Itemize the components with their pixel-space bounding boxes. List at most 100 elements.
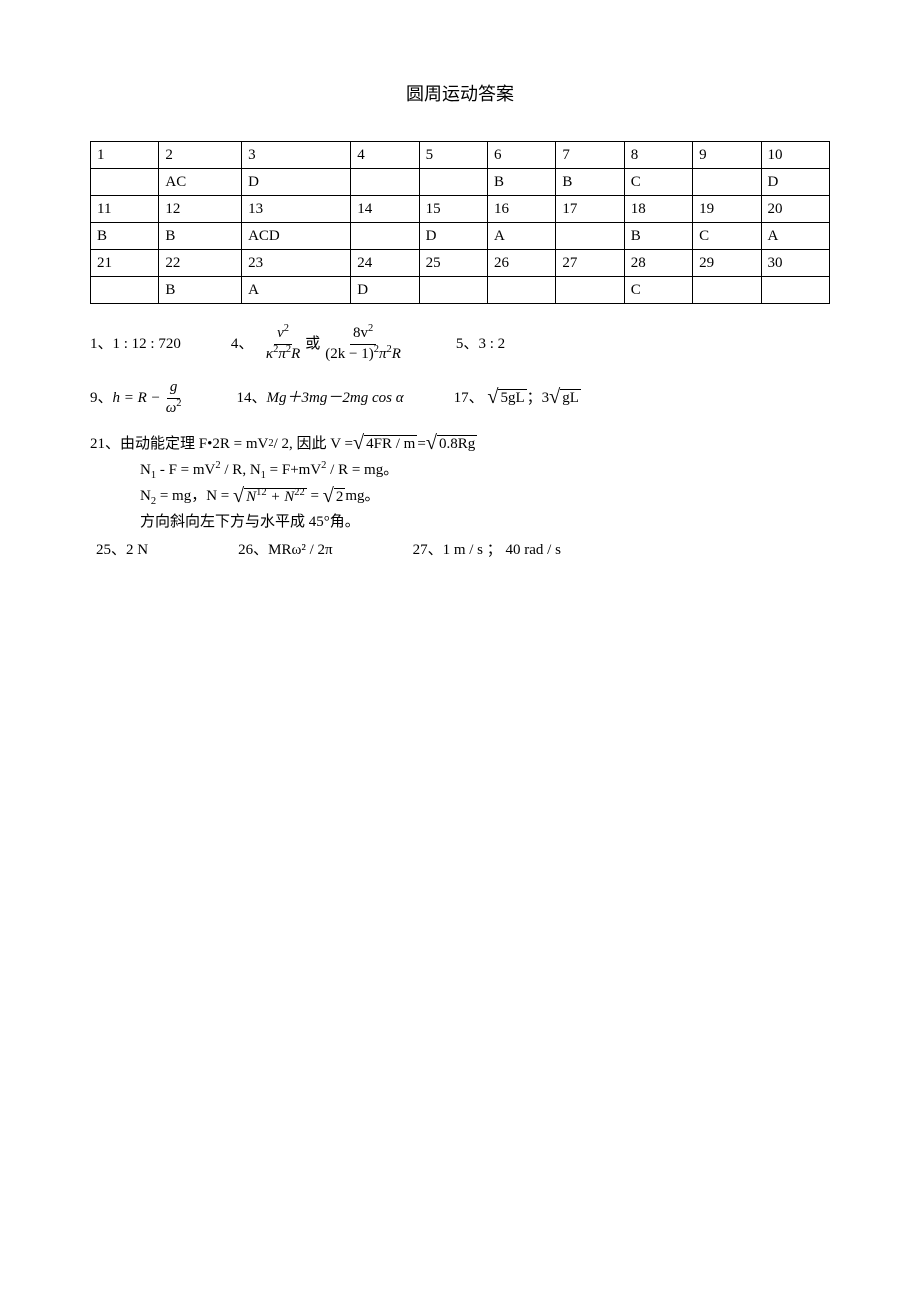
- sqrt-08rg: √0.8Rg: [426, 435, 477, 453]
- answer-25-label: 25、: [96, 538, 126, 562]
- frac1-den-pi: π: [278, 346, 286, 362]
- fraction-2: 8v2 (2k − 1)2π2R: [322, 324, 404, 364]
- table-cell: B: [159, 223, 242, 250]
- table-cell: C: [693, 223, 761, 250]
- table-cell: D: [761, 169, 829, 196]
- answer-5-value: 3 : 2: [478, 332, 505, 356]
- fraction-1: v2 κ2π2R: [263, 324, 303, 364]
- radicand-gl: gL: [560, 389, 581, 407]
- sup: 12: [256, 487, 267, 498]
- table-cell: 18: [624, 196, 692, 223]
- table-cell: B: [487, 169, 555, 196]
- table-cell: A: [242, 277, 351, 304]
- answer-27-label: 27、: [413, 538, 443, 562]
- table-cell: [351, 169, 419, 196]
- table-cell: 28: [624, 250, 692, 277]
- table-cell: 16: [487, 196, 555, 223]
- answer-5-label: 5、: [456, 332, 479, 356]
- answer-9: 9、 h = R − g ω2: [90, 378, 187, 418]
- answer-4-label: 4、: [231, 332, 254, 356]
- n: N: [140, 462, 151, 478]
- answer-27-value: 1 m / s ； 40 rad / s: [443, 538, 561, 562]
- table-cell: 1: [91, 142, 159, 169]
- frac1-num: v: [277, 325, 284, 341]
- table-cell: B: [91, 223, 159, 250]
- sqrt-5gl: √5gL: [487, 389, 526, 407]
- frac2-den-pi: π: [379, 346, 387, 362]
- answer-21: 21、 由动能定理 F•2R = mV2 / 2, 因此 V = √4FR / …: [90, 432, 830, 534]
- table-cell: A: [487, 223, 555, 250]
- table-cell: 20: [761, 196, 829, 223]
- table-row: BADC: [91, 277, 830, 304]
- table-cell: 8: [624, 142, 692, 169]
- table-cell: [556, 277, 624, 304]
- txt: - F = mV: [156, 462, 215, 478]
- sqrt-2: √2: [323, 488, 346, 506]
- sqrt-n12n22: √N12 + N22: [233, 488, 307, 506]
- detailed-answers: 1、 1 : 12 : 720 4、 v2 κ2π2R 或 8v2 (2k − …: [90, 324, 830, 562]
- page-title: 圆周运动答案: [90, 80, 830, 106]
- sup: 2: [176, 398, 181, 409]
- table-cell: ACD: [242, 223, 351, 250]
- answer-26-value: MRω² / 2π: [268, 538, 332, 562]
- sup: 2: [368, 323, 373, 334]
- table-cell: 27: [556, 250, 624, 277]
- table-cell: [351, 223, 419, 250]
- n: N: [140, 488, 151, 504]
- table-cell: 13: [242, 196, 351, 223]
- table-cell: 4: [351, 142, 419, 169]
- eq: =: [311, 488, 323, 504]
- table-cell: C: [624, 169, 692, 196]
- answer-1: 1、 1 : 12 : 720: [90, 332, 181, 356]
- n: + N: [267, 489, 295, 505]
- table-cell: 12: [159, 196, 242, 223]
- answer-27: 27、 1 m / s ； 40 rad / s: [413, 538, 561, 562]
- table-cell: D: [419, 223, 487, 250]
- txt: = mg，N =: [156, 488, 233, 504]
- answer-4: 4、 v2 κ2π2R 或 8v2 (2k − 1)2π2R: [231, 324, 406, 364]
- table-cell: 26: [487, 250, 555, 277]
- sqrt-4frm: √4FR / m: [353, 435, 417, 453]
- table-cell: 14: [351, 196, 419, 223]
- table-cell: 5: [419, 142, 487, 169]
- table-cell: [693, 277, 761, 304]
- table-cell: B: [556, 169, 624, 196]
- answer-26: 26、 MRω² / 2π: [238, 538, 332, 562]
- answer-26-label: 26、: [238, 538, 268, 562]
- answer-17: 17、 √5gL ； 3√gL: [454, 386, 581, 410]
- g: g: [170, 379, 178, 395]
- table-cell: 7: [556, 142, 624, 169]
- mg: mg。: [345, 488, 379, 504]
- a21-line2: N1 - F = mV2 / R, N1 = F+mV2 / R = mg。: [90, 458, 830, 482]
- answer-25: 25、 2 N: [96, 538, 148, 562]
- table-cell: [487, 277, 555, 304]
- txt: / R = mg。: [326, 462, 398, 478]
- table-cell: 3: [242, 142, 351, 169]
- a21-line1-b: / 2, 因此 V =: [274, 432, 353, 456]
- table-cell: B: [159, 277, 242, 304]
- frac2-den-r: R: [392, 346, 401, 362]
- table-cell: 30: [761, 250, 829, 277]
- sqrt-gl: √gL: [549, 389, 581, 407]
- table-cell: [419, 169, 487, 196]
- answer-17-label: 17、: [454, 386, 484, 410]
- frac2-den-a: (2k − 1): [325, 346, 373, 362]
- answer-5: 5、 3 : 2: [456, 332, 505, 356]
- sup: 2: [284, 323, 289, 334]
- answer-1-label: 1、: [90, 332, 113, 356]
- table-cell: [419, 277, 487, 304]
- answer-table: 12345678910ACDBBCD11121314151617181920BB…: [90, 141, 830, 304]
- table-cell: A: [761, 223, 829, 250]
- frac1-den-k: κ: [266, 346, 273, 362]
- table-cell: [693, 169, 761, 196]
- table-row: 11121314151617181920: [91, 196, 830, 223]
- a21-line1-a: 由动能定理 F•2R = mV: [120, 432, 268, 456]
- table-cell: B: [624, 223, 692, 250]
- a21-line3: N2 = mg，N = √N12 + N22 = √2mg。: [90, 484, 830, 508]
- table-cell: C: [624, 277, 692, 304]
- table-cell: 2: [159, 142, 242, 169]
- table-cell: 29: [693, 250, 761, 277]
- answer-25-value: 2 N: [126, 538, 148, 562]
- txt: / R, N: [221, 462, 261, 478]
- table-cell: [91, 277, 159, 304]
